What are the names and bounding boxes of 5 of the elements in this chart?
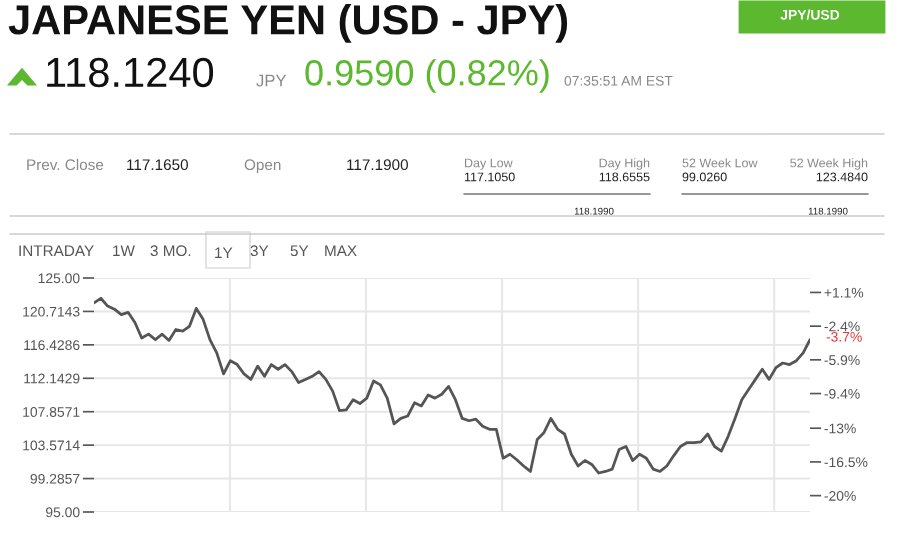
chart-title: JAPANESE YEN (USD - JPY) [8,4,568,43]
line-series [94,296,810,475]
text: 0.9590 (0.82%) [305,59,549,93]
text: 118.1240 [47,57,214,88]
text: JPY [256,74,287,87]
